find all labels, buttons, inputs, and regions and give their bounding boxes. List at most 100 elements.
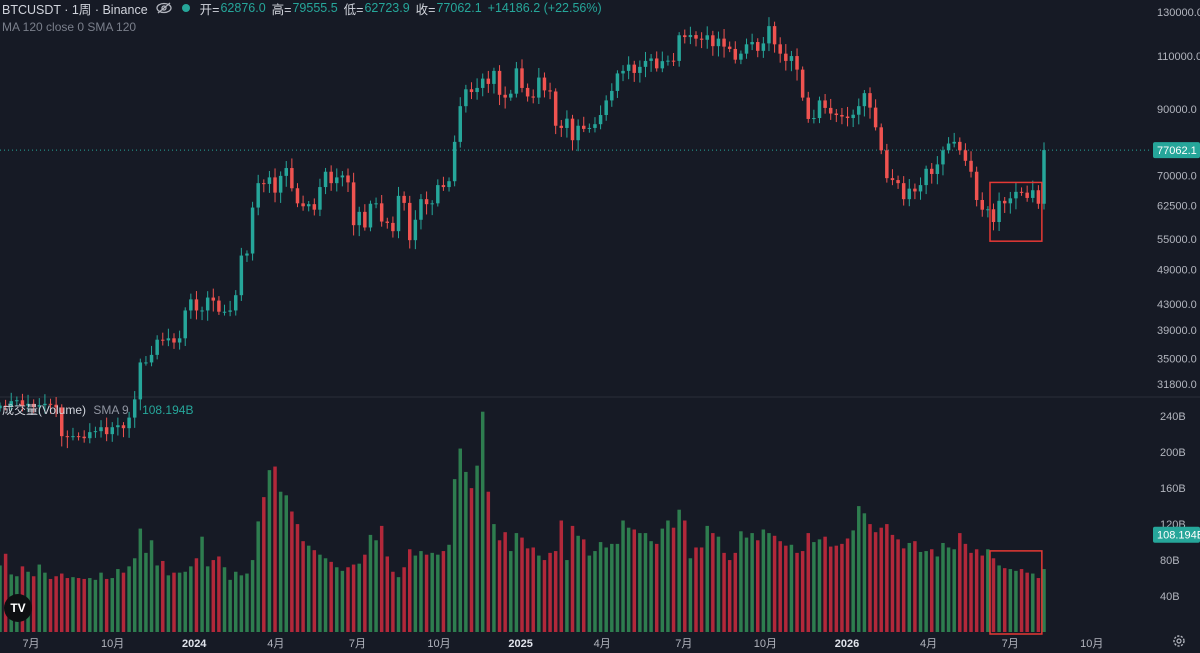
volume-bar bbox=[514, 533, 519, 632]
volume-bar bbox=[189, 566, 193, 632]
volume-bar bbox=[553, 551, 558, 632]
volume-bar bbox=[43, 572, 47, 632]
price-tick-label: 39000.0 bbox=[1157, 325, 1197, 337]
candle-body bbox=[699, 38, 704, 40]
candle-body bbox=[402, 195, 406, 203]
candle-body bbox=[76, 436, 81, 438]
time-tick-label: 7月 bbox=[22, 638, 39, 650]
price-tick-label: 90000.0 bbox=[1157, 104, 1197, 116]
candle-body bbox=[121, 425, 126, 429]
symbol-title[interactable]: BTCUSDT · 1周 · Binance bbox=[2, 2, 148, 17]
candle-body bbox=[132, 399, 137, 418]
candle-body bbox=[26, 403, 30, 406]
candle-body bbox=[323, 171, 328, 188]
candle-body bbox=[918, 185, 923, 192]
volume-bar bbox=[351, 564, 356, 632]
price-tick-label: 35000.0 bbox=[1157, 354, 1197, 366]
candle-body bbox=[189, 299, 193, 311]
candle-body bbox=[278, 175, 283, 193]
gear-icon[interactable] bbox=[1172, 634, 1186, 648]
time-tick-label: 10月 bbox=[101, 638, 124, 650]
candle-body bbox=[256, 183, 260, 208]
candle-body bbox=[952, 141, 956, 144]
ma-indicator-legend[interactable]: MA 120 close 0 SMA 120 bbox=[2, 20, 137, 34]
volume-bar bbox=[823, 536, 827, 632]
candle-body bbox=[430, 203, 434, 205]
candle-body bbox=[37, 405, 42, 407]
volume-bar bbox=[924, 551, 928, 632]
volume-legend[interactable]: 成交量(Volume) SMA 9 108.194B bbox=[2, 401, 193, 418]
volume-bar bbox=[1025, 572, 1029, 632]
volume-bar bbox=[436, 554, 440, 632]
volume-bar bbox=[733, 552, 738, 632]
volume-bar bbox=[537, 555, 541, 632]
volume-bar bbox=[918, 551, 923, 632]
candle-body bbox=[980, 199, 984, 210]
candle-body bbox=[913, 188, 917, 192]
volume-bar bbox=[116, 569, 120, 632]
volume-bar bbox=[632, 529, 636, 632]
volume-bar bbox=[520, 537, 524, 632]
candle-body bbox=[632, 64, 636, 73]
volume-bar bbox=[379, 525, 384, 632]
candle-body bbox=[817, 100, 822, 119]
candle-body bbox=[3, 405, 8, 407]
volume-bar bbox=[901, 548, 906, 632]
candle-body bbox=[211, 297, 216, 301]
volume-bar bbox=[0, 565, 2, 632]
candle-body bbox=[587, 127, 592, 129]
eye-icon[interactable] bbox=[156, 2, 172, 14]
volume-bar bbox=[604, 547, 608, 632]
change-value: +14186.2 (+22.56%) bbox=[487, 1, 602, 15]
volume-bar bbox=[480, 411, 485, 632]
volume-bar bbox=[986, 549, 990, 632]
volume-bar bbox=[419, 551, 423, 632]
candle-body bbox=[901, 183, 906, 200]
volume-bar bbox=[1042, 569, 1046, 632]
last-price-badge bbox=[1153, 142, 1200, 159]
volume-bar bbox=[301, 541, 305, 632]
candle-body bbox=[930, 168, 934, 174]
volume-bar bbox=[739, 531, 743, 632]
candle-body bbox=[941, 150, 945, 165]
price-tick-label: 55000.0 bbox=[1157, 234, 1197, 246]
volume-bar bbox=[660, 528, 665, 632]
candle-body bbox=[54, 404, 58, 408]
volume-bar bbox=[492, 524, 496, 632]
candle-body bbox=[857, 106, 861, 115]
candle-body bbox=[424, 199, 429, 205]
volume-bar bbox=[48, 578, 53, 632]
tradingview-logo-icon[interactable]: TV bbox=[4, 594, 32, 622]
candle-body bbox=[155, 339, 159, 355]
candlestick-series bbox=[0, 17, 1046, 449]
candle-body bbox=[576, 125, 580, 141]
candle-body bbox=[834, 113, 839, 116]
candle-body bbox=[368, 203, 373, 228]
volume-bar bbox=[217, 556, 221, 632]
candle-body bbox=[161, 339, 165, 341]
volume-bar bbox=[868, 524, 872, 632]
candle-body bbox=[509, 93, 513, 98]
volume-bar bbox=[688, 558, 693, 632]
volume-bar bbox=[778, 541, 782, 632]
candle-body bbox=[873, 107, 878, 128]
candle-body bbox=[9, 401, 13, 407]
volume-bar bbox=[559, 520, 564, 632]
volume-bars bbox=[0, 411, 1046, 632]
volume-bar bbox=[222, 567, 227, 632]
volume-bar bbox=[671, 527, 676, 632]
volume-bar bbox=[598, 542, 603, 632]
volume-bar bbox=[132, 558, 137, 632]
volume-bar bbox=[772, 535, 777, 632]
volume-bar bbox=[284, 495, 288, 632]
volume-bar bbox=[570, 525, 575, 632]
volume-bar bbox=[121, 572, 126, 632]
volume-bar bbox=[649, 541, 653, 632]
time-tick-label: 2024 bbox=[182, 638, 207, 650]
volume-bar bbox=[851, 530, 855, 632]
candle-body bbox=[60, 407, 64, 437]
volume-bar bbox=[935, 556, 940, 632]
volume-bar bbox=[509, 551, 513, 632]
volume-last-badge bbox=[1153, 526, 1200, 543]
volume-bar bbox=[65, 578, 70, 632]
